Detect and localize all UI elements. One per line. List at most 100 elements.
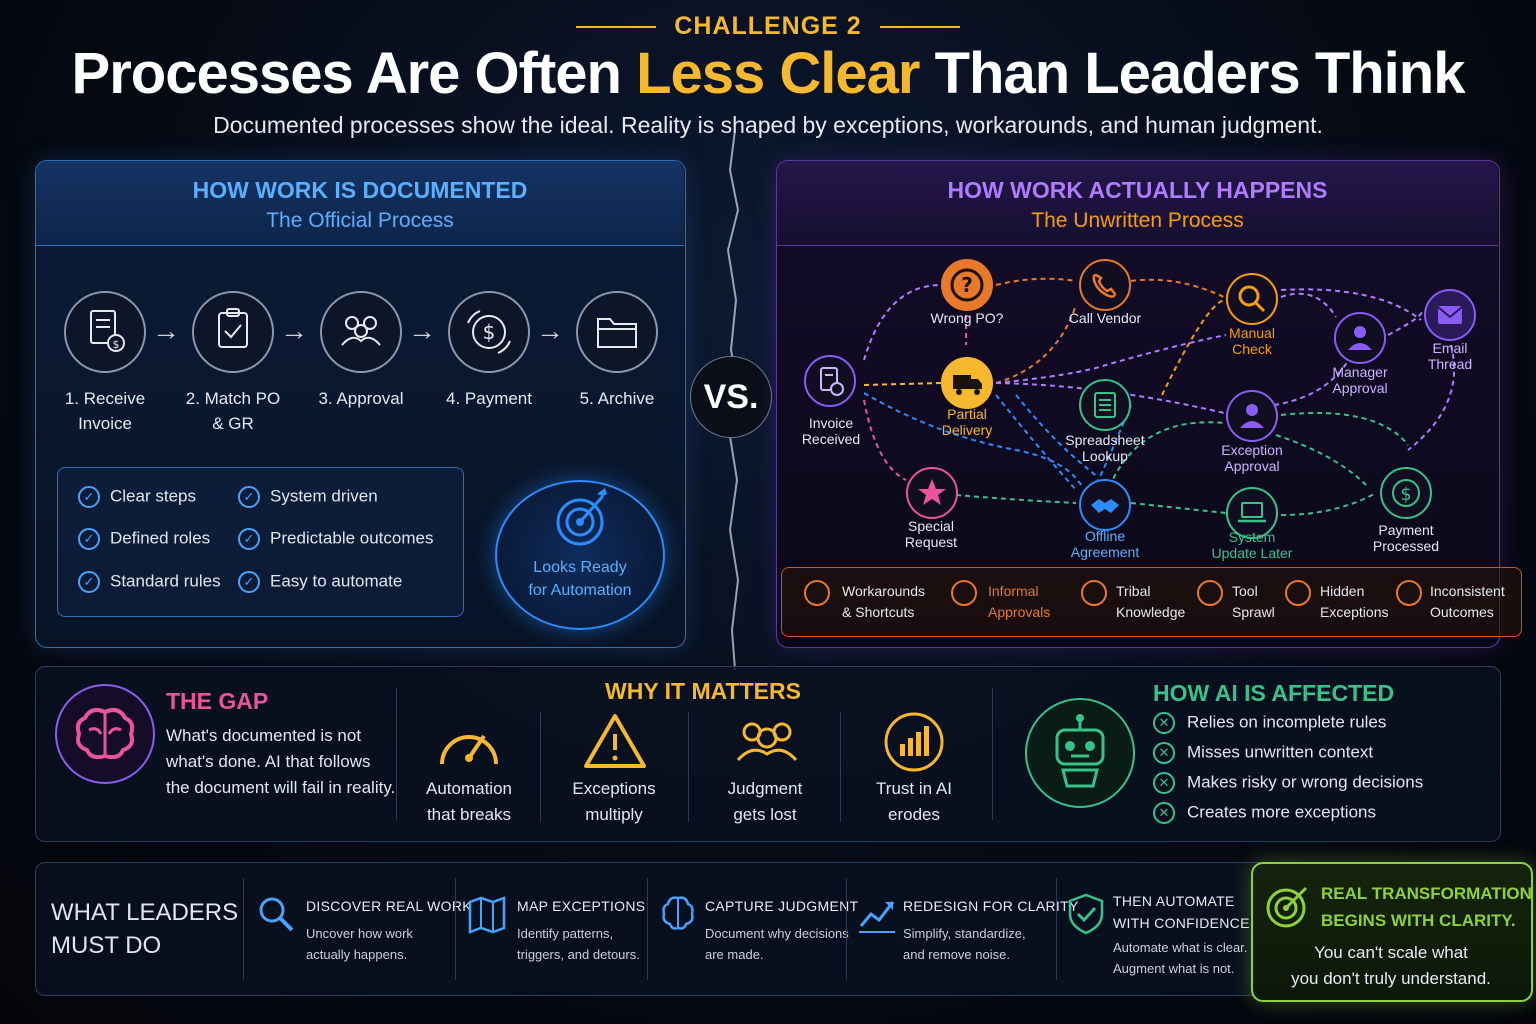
ready-badge [495, 480, 665, 630]
actual-subtitle: The Unwritten Process [1031, 209, 1244, 232]
invoice-icon: $ [90, 310, 125, 352]
divider [1056, 878, 1057, 980]
final-title: REAL TRANSFORMATION BEGINS WITH CLARITY. [1321, 884, 1532, 930]
action-title: CAPTURE JUDGMENT [705, 898, 859, 914]
arrow-3-4: → [408, 315, 436, 346]
action-title: THEN AUTOMATE WITH CONFIDENCE [1113, 893, 1250, 931]
title-part2: Than Leaders Think [919, 41, 1466, 106]
node-label: Manual Check [1229, 325, 1275, 357]
arrow-1-2: → [152, 315, 180, 346]
step-2-circle [192, 291, 274, 373]
arrow-2-3: → [280, 315, 308, 346]
target-icon [556, 488, 607, 546]
dollar-cycle-icon: $ [467, 310, 511, 354]
check-item: ✓ Predictable outcomes [238, 528, 433, 550]
step-1-label: 1. Receive Invoice [64, 389, 146, 433]
legend-item: Workarounds & Shortcuts [842, 583, 926, 620]
step-3-label: 3. Approval [318, 389, 404, 408]
node-manager-approval [1334, 312, 1386, 364]
actual-panel: HOW WORK ACTUALLY HAPPENS The Unwritten … [776, 160, 1500, 648]
dollar-icon: $ [1392, 479, 1420, 507]
legend-box [781, 567, 1522, 637]
group-icon [1081, 580, 1107, 606]
brain-icon [75, 708, 135, 760]
check-circle-icon: ✓ [78, 571, 100, 593]
check-circle-icon: ✓ [78, 486, 100, 508]
chart-down-icon [884, 712, 944, 772]
node-label: Invoice Received [801, 415, 861, 447]
step-5-label: 5. Archive [579, 389, 655, 408]
node-system-update [1226, 487, 1278, 539]
final-callout [1251, 862, 1533, 1002]
map-icon [468, 896, 506, 934]
check-item: ✓ Easy to automate [238, 571, 402, 593]
node-label: Call Vendor [1068, 310, 1142, 326]
legend-item: Hidden Exceptions [1320, 583, 1389, 620]
eyebrow-text: CHALLENGE 2 [674, 12, 862, 40]
action-desc: Automate what is clear. Augment what is n… [1113, 940, 1248, 976]
invoice-icon [820, 367, 844, 396]
magnifier-icon [1238, 285, 1266, 313]
folder-icon [597, 318, 637, 348]
node-special-request [906, 467, 958, 519]
legend-item: Tool Sprawl [1232, 583, 1275, 620]
node-label: Manager Approval [1332, 364, 1388, 396]
ai-item: ✕ Creates more exceptions [1153, 802, 1376, 824]
action-desc: Uncover how work actually happens. [306, 926, 413, 962]
eyebrow-line-right [879, 26, 960, 29]
node-label: Exception Approval [1221, 442, 1283, 474]
node-label: Offline Agreement [1070, 528, 1140, 560]
node-label: Email Thread [1427, 340, 1473, 372]
robot-icon [1055, 714, 1105, 788]
gap-title: THE GAP [166, 688, 269, 714]
documented-header: HOW WORK IS DOCUMENTED The Official Proc… [36, 161, 684, 246]
envelope-icon [1437, 306, 1463, 324]
legend-item: Inconsistent Outcomes [1430, 583, 1505, 620]
node-spreadsheet-lookup [1079, 379, 1131, 431]
check-item: ✓ System driven [238, 486, 378, 508]
node-manual-check [1226, 273, 1278, 325]
page-title: Processes Are Often Less Clear Than Lead… [0, 40, 1536, 107]
ai-item: ✕ Makes risky or wrong decisions [1153, 772, 1423, 794]
node-label: Partial Delivery [941, 406, 993, 438]
documented-title: HOW WORK IS DOCUMENTED [192, 177, 528, 203]
action-title: MAP EXCEPTIONS [517, 898, 646, 914]
page-subtitle: Documented processes show the ideal. Rea… [213, 112, 1323, 138]
ai-title: HOW AI IS AFFECTED [1153, 680, 1395, 706]
handshake-icon [1091, 499, 1119, 513]
check-list-box [57, 467, 464, 617]
process-network-edges [863, 277, 1455, 516]
action-title: REDESIGN FOR CLARITY [903, 898, 1079, 914]
svg-text:$: $ [483, 320, 496, 344]
check-circle-icon: ✓ [238, 528, 260, 550]
group-icon [736, 722, 798, 762]
node-label: Wrong PO? [930, 310, 1004, 326]
divider [540, 712, 541, 822]
x-circle-icon: ✕ [1153, 712, 1175, 734]
why-item-label: Judgment gets lost [727, 779, 803, 824]
phone-icon [1092, 273, 1117, 298]
legend-item: Informal Approvals [988, 583, 1051, 620]
clipboard-check-icon [218, 308, 248, 348]
gauge-icon [440, 734, 498, 765]
x-circle-icon: ✕ [1153, 772, 1175, 794]
svg-text:$: $ [1400, 484, 1411, 505]
node-wrong-po: ? [941, 259, 993, 311]
warning-icon [1285, 580, 1311, 606]
divider [396, 688, 397, 820]
action-desc: Simplify, standardize, and remove noise. [903, 926, 1026, 962]
action-desc: Document why decisions are made. [705, 926, 849, 962]
divider [455, 878, 456, 980]
node-email-thread [1424, 289, 1476, 341]
step-3-circle [320, 291, 402, 373]
target-icon [1266, 886, 1308, 928]
question-icon: ? [950, 268, 984, 302]
x-circle-icon: ✕ [1153, 802, 1175, 824]
action-desc: Identify patterns, triggers, and detours. [517, 926, 640, 962]
node-label: Spreadsheet Lookup [1065, 432, 1145, 464]
robot-badge [1025, 698, 1135, 808]
eyebrow-line-left [576, 26, 657, 29]
truck-icon [953, 375, 982, 395]
shield-check-icon [1068, 893, 1104, 935]
gap-text: What's documented is not what's done. AI … [166, 726, 396, 797]
